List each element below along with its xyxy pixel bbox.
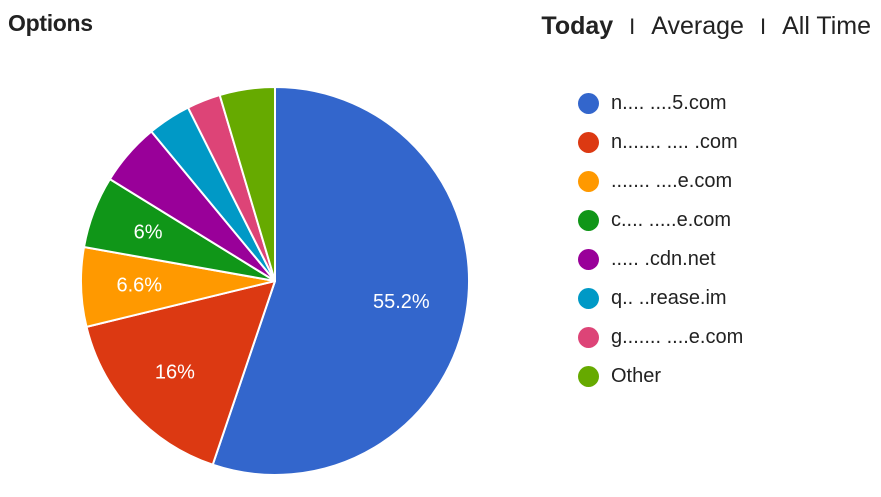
slice-data-label: 55.2% bbox=[373, 291, 430, 313]
pie-slice[interactable] bbox=[85, 280, 276, 466]
legend-swatch bbox=[578, 249, 599, 270]
slice-data-label: 16% bbox=[155, 362, 195, 384]
tab-today[interactable]: Today bbox=[541, 12, 614, 40]
legend-swatch bbox=[578, 366, 599, 387]
tab-separator: I bbox=[759, 13, 767, 39]
legend-item[interactable]: n....... .... .com bbox=[578, 123, 743, 162]
legend-swatch bbox=[578, 210, 599, 231]
pie-chart: 55.2% 16% 6.6% 6% bbox=[80, 86, 470, 476]
legend-label: ....... ....e.com bbox=[611, 170, 733, 192]
legend-item[interactable]: n.... ....5.com bbox=[578, 84, 743, 123]
slice-data-label: 6.6% bbox=[116, 274, 162, 296]
legend-label: n.... ....5.com bbox=[611, 92, 727, 114]
legend-item[interactable]: g....... ....e.com bbox=[578, 318, 743, 357]
legend-item[interactable]: ..... .cdn.net bbox=[578, 240, 743, 279]
pie-slice[interactable] bbox=[218, 86, 276, 282]
legend-swatch bbox=[578, 132, 599, 153]
tab-average[interactable]: Average bbox=[651, 12, 744, 40]
pie-slice[interactable] bbox=[211, 86, 470, 476]
legend-swatch bbox=[578, 171, 599, 192]
legend-item[interactable]: q.. ..rease.im bbox=[578, 279, 743, 318]
legend-swatch bbox=[578, 327, 599, 348]
legend-item[interactable]: ....... ....e.com bbox=[578, 162, 743, 201]
legend-label: Other bbox=[611, 365, 662, 387]
legend: n.... ....5.com n....... .... .com.......… bbox=[578, 84, 743, 396]
slice-data-label: 6% bbox=[134, 222, 163, 244]
chart-title: Options bbox=[8, 10, 93, 36]
legend-label: ..... .cdn.net bbox=[611, 248, 716, 270]
legend-label: c.... .....e.com bbox=[611, 209, 732, 231]
legend-item[interactable]: Other bbox=[578, 357, 743, 396]
tab-all-time[interactable]: All Time bbox=[782, 12, 871, 40]
legend-label: g....... ....e.com bbox=[611, 326, 744, 348]
legend-item[interactable]: c.... .....e.com bbox=[578, 201, 743, 240]
legend-swatch bbox=[578, 93, 599, 114]
legend-label: n....... .... .com bbox=[611, 131, 738, 153]
tab-separator: I bbox=[629, 13, 636, 39]
legend-swatch bbox=[578, 288, 599, 309]
legend-label: q.. ..rease.im bbox=[611, 287, 727, 309]
time-range-tabs: Today I Average I All Time bbox=[541, 12, 871, 41]
